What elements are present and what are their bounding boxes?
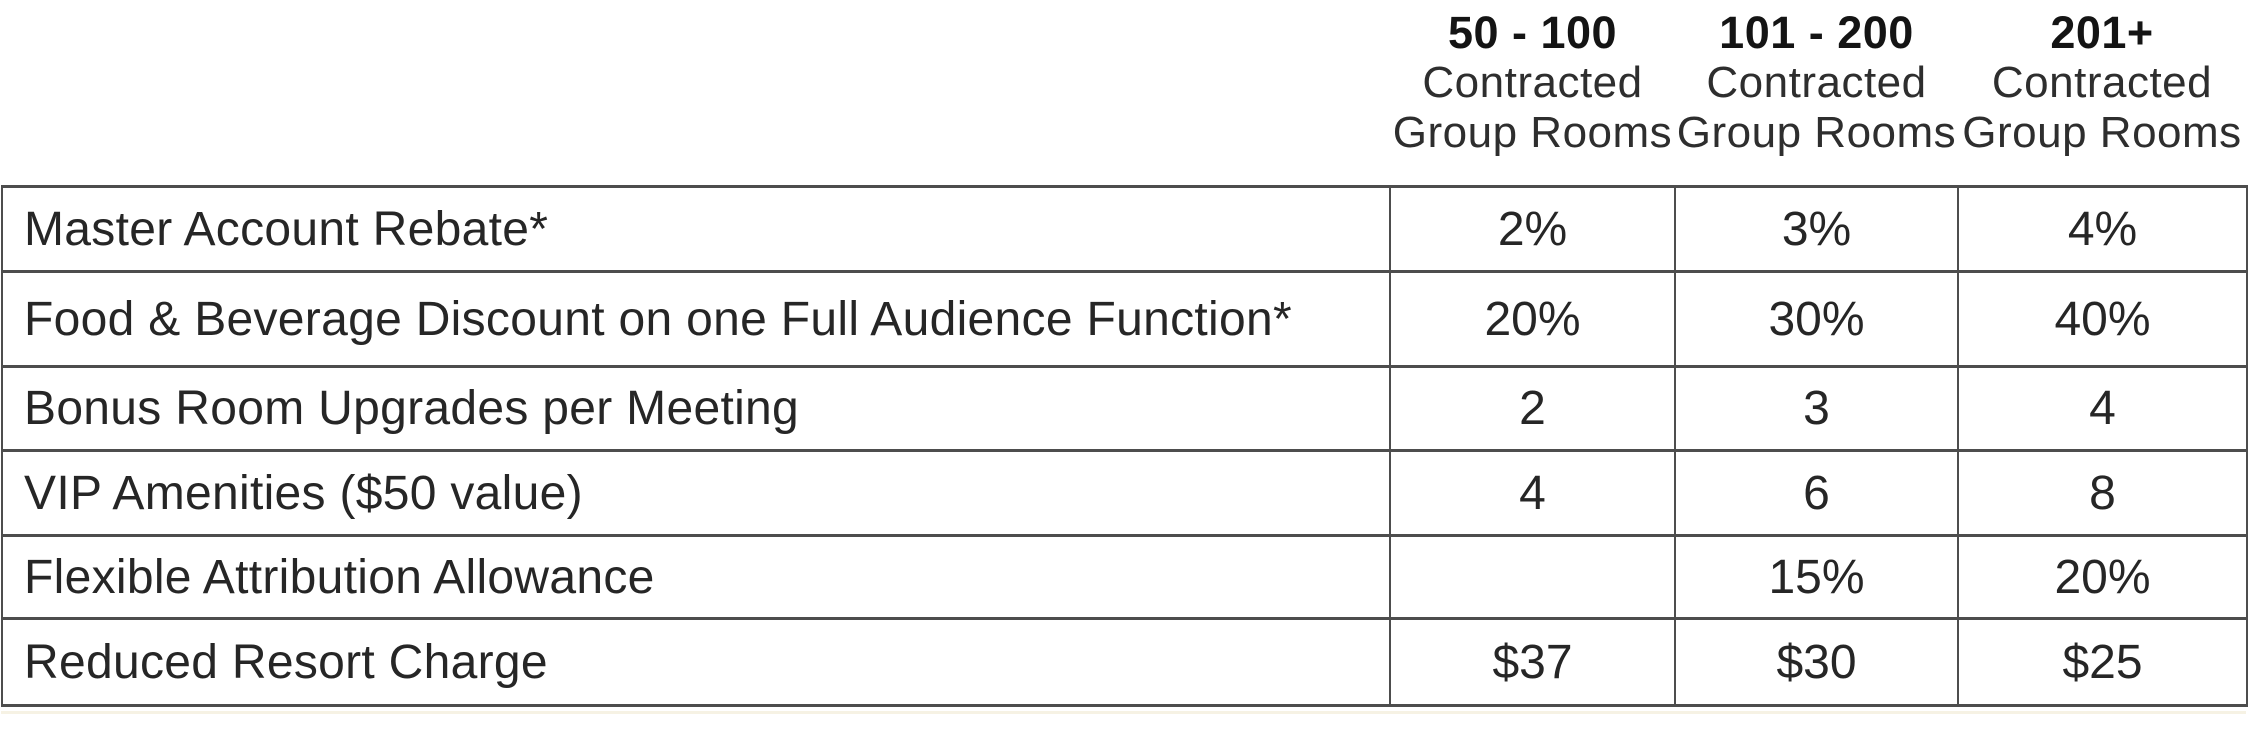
tier-sub-label: Contracted [1422, 58, 1643, 107]
row-label: VIP Amenities ($50 value) [1, 449, 1391, 537]
value-cell: 3 [1674, 365, 1959, 452]
table-row: Master Account Rebate* 2% 3% 4% [1, 185, 2248, 273]
tier-sub-label: Contracted [1991, 58, 2213, 107]
value-cell: 4 [1957, 365, 2248, 452]
tier-range-label: 201+ [2050, 7, 2154, 58]
value-cell: $25 [1957, 617, 2248, 707]
table-row: Flexible Attribution Allowance 15% 20% [1, 534, 2248, 620]
tier-header-band: 50 - 100 Contracted Group Rooms 101 - 20… [1, 0, 2254, 185]
row-label: Flexible Attribution Allowance [1, 534, 1391, 620]
row-label: Reduced Resort Charge [1, 617, 1391, 707]
table-row: Bonus Room Upgrades per Meeting 2 3 4 [1, 365, 2248, 452]
value-cell: 20% [1957, 534, 2248, 620]
tier-range-label: 101 - 200 [1719, 7, 1914, 58]
value-cell: 2 [1389, 365, 1676, 452]
value-cell: 20% [1389, 270, 1676, 368]
value-cell: $37 [1389, 617, 1676, 707]
page-bottom-edge [1, 711, 2246, 714]
value-cell: 4 [1389, 449, 1676, 537]
row-label: Food & Beverage Discount on one Full Aud… [1, 270, 1391, 368]
value-cell: 3% [1674, 185, 1959, 273]
table-row: Food & Beverage Discount on one Full Aud… [1, 270, 2248, 368]
value-cell: $30 [1674, 617, 1959, 707]
value-cell: 30% [1674, 270, 1959, 368]
tier-sub-label: Contracted [1706, 58, 1927, 107]
value-cell: 2% [1389, 185, 1676, 273]
table-row: Reduced Resort Charge $37 $30 $25 [1, 617, 2248, 707]
value-cell: 6 [1674, 449, 1959, 537]
header-spacer [1, 0, 1390, 185]
tier-sub-label: Group Rooms [1962, 108, 2242, 157]
value-cell: 8 [1957, 449, 2248, 537]
row-label: Master Account Rebate* [1, 185, 1391, 273]
benefits-table: Master Account Rebate* 2% 3% 4% Food & B… [1, 185, 2248, 707]
table-row: VIP Amenities ($50 value) 4 6 8 [1, 449, 2248, 537]
value-cell [1389, 534, 1676, 620]
tier-header-201-plus: 201+ Contracted Group Rooms [1958, 0, 2246, 185]
tier-header-50-100: 50 - 100 Contracted Group Rooms [1390, 0, 1675, 185]
value-cell: 4% [1957, 185, 2248, 273]
tier-range-label: 50 - 100 [1447, 7, 1618, 58]
tier-sub-label: Group Rooms [1392, 108, 1673, 157]
tier-header-101-200: 101 - 200 Contracted Group Rooms [1675, 0, 1958, 185]
row-label: Bonus Room Upgrades per Meeting [1, 365, 1391, 452]
tier-sub-label: Group Rooms [1676, 108, 1957, 157]
value-cell: 40% [1957, 270, 2248, 368]
value-cell: 15% [1674, 534, 1959, 620]
